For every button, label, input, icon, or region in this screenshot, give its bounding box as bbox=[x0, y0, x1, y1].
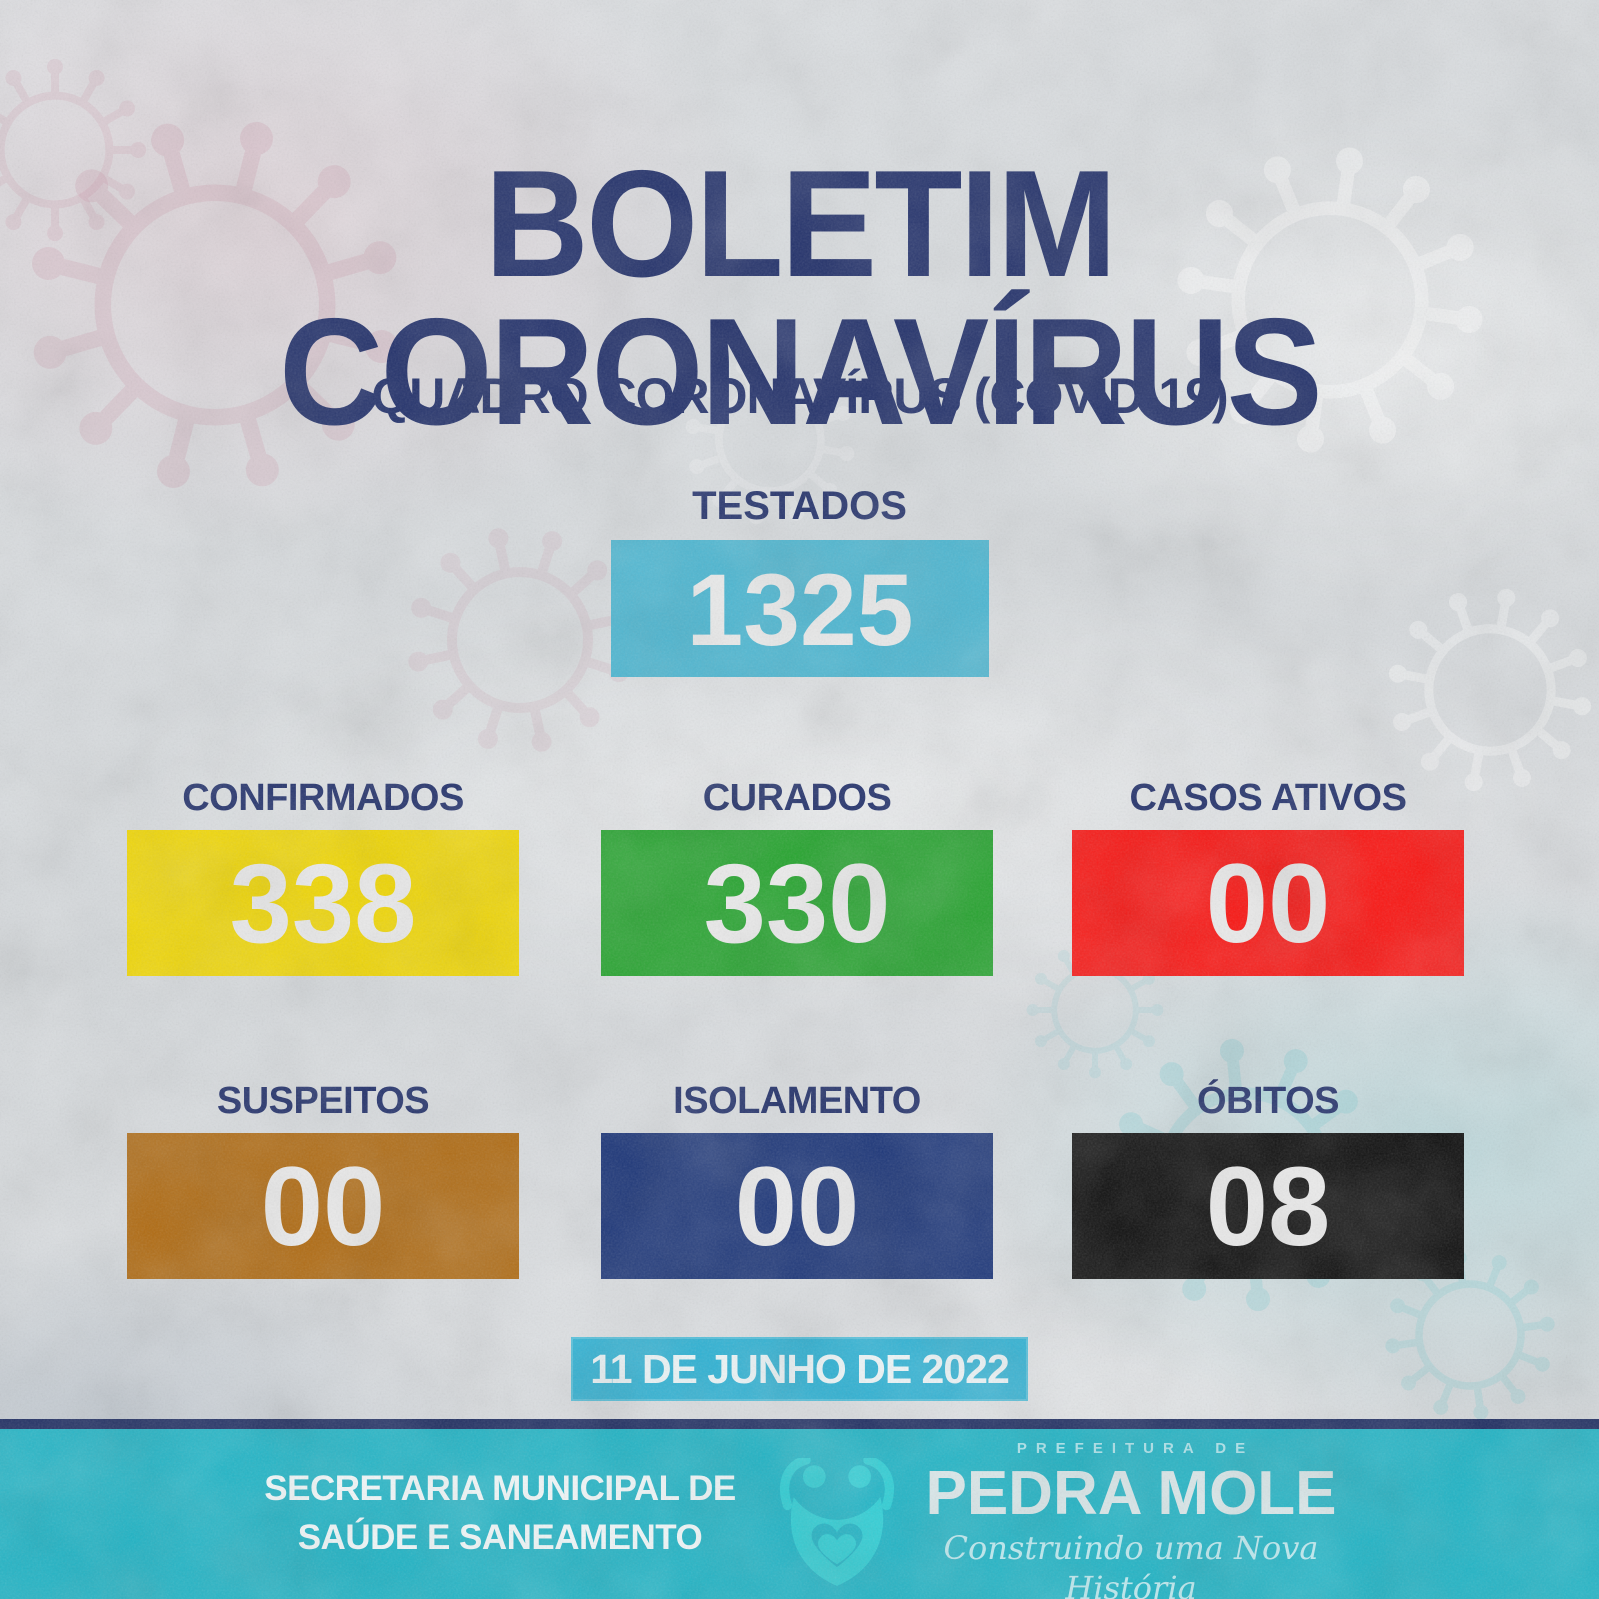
stat-box: 00 bbox=[1072, 830, 1464, 976]
stat-value: 08 bbox=[1205, 1144, 1331, 1269]
stat-label: ÓBITOS bbox=[1197, 1080, 1340, 1122]
stat-value: 338 bbox=[229, 841, 417, 966]
title-line-1: BOLETIM bbox=[484, 138, 1118, 309]
stat-box-testados: 1325 bbox=[611, 540, 989, 677]
stat-box: 338 bbox=[127, 830, 519, 976]
stat-value: 00 bbox=[734, 1144, 860, 1269]
stat-label: SUSPEITOS bbox=[216, 1080, 430, 1122]
stat-box: 00 bbox=[601, 1133, 993, 1279]
logo-pretitle: PREFEITURA DE bbox=[1016, 1440, 1255, 1457]
stat-card-suspeitos: SUSPEITOS 00 bbox=[127, 1075, 519, 1279]
date-text: 11 DE JUNHO DE 2022 bbox=[590, 1346, 1010, 1392]
stat-card-obitos: ÓBITOS 08 bbox=[1072, 1075, 1464, 1279]
stat-box: 00 bbox=[127, 1133, 519, 1279]
stat-card-isolamento: ISOLAMENTO 00 bbox=[601, 1075, 993, 1279]
stat-value-testados: 1325 bbox=[686, 553, 914, 667]
department-line-1: SECRETARIA MUNICIPAL DE bbox=[264, 1469, 736, 1508]
stat-box: 330 bbox=[601, 830, 993, 976]
stat-box: 08 bbox=[1072, 1133, 1464, 1279]
stat-card-curados: CURADOS 330 bbox=[601, 772, 993, 976]
footer-divider bbox=[0, 1419, 1599, 1429]
department-line-2: SAÚDE E SANEAMENTO bbox=[297, 1518, 703, 1557]
stat-value: 00 bbox=[1205, 841, 1331, 966]
logo-name: PEDRA MOLE bbox=[925, 1459, 1337, 1528]
stat-label: CURADOS bbox=[702, 777, 892, 819]
stat-card-casos-ativos: CASOS ATIVOS 00 bbox=[1072, 772, 1464, 976]
stat-label: CONFIRMADOS bbox=[182, 777, 464, 819]
stat-value: 330 bbox=[703, 841, 891, 966]
stat-label: CASOS ATIVOS bbox=[1129, 777, 1407, 819]
stat-value: 00 bbox=[260, 1144, 386, 1269]
stat-card-confirmados: CONFIRMADOS 338 bbox=[127, 772, 519, 976]
city-hall-logo: PREFEITURA DE PEDRA MOLE Construindo uma… bbox=[898, 1438, 1364, 1599]
date-badge: 11 DE JUNHO DE 2022 bbox=[571, 1337, 1028, 1401]
stat-label: ISOLAMENTO bbox=[673, 1080, 921, 1122]
page-subtitle: QUADRO CORONAVÍRUS (COVID-19) bbox=[371, 368, 1228, 424]
logo-slogan: Construindo uma Nova História bbox=[943, 1529, 1319, 1599]
department-name: SECRETARIA MUNICIPAL DE SAÚDE E SANEAMEN… bbox=[175, 1464, 825, 1562]
stat-label-testados: TESTADOS bbox=[692, 484, 907, 528]
family-heart-emblem-icon bbox=[780, 1458, 894, 1586]
